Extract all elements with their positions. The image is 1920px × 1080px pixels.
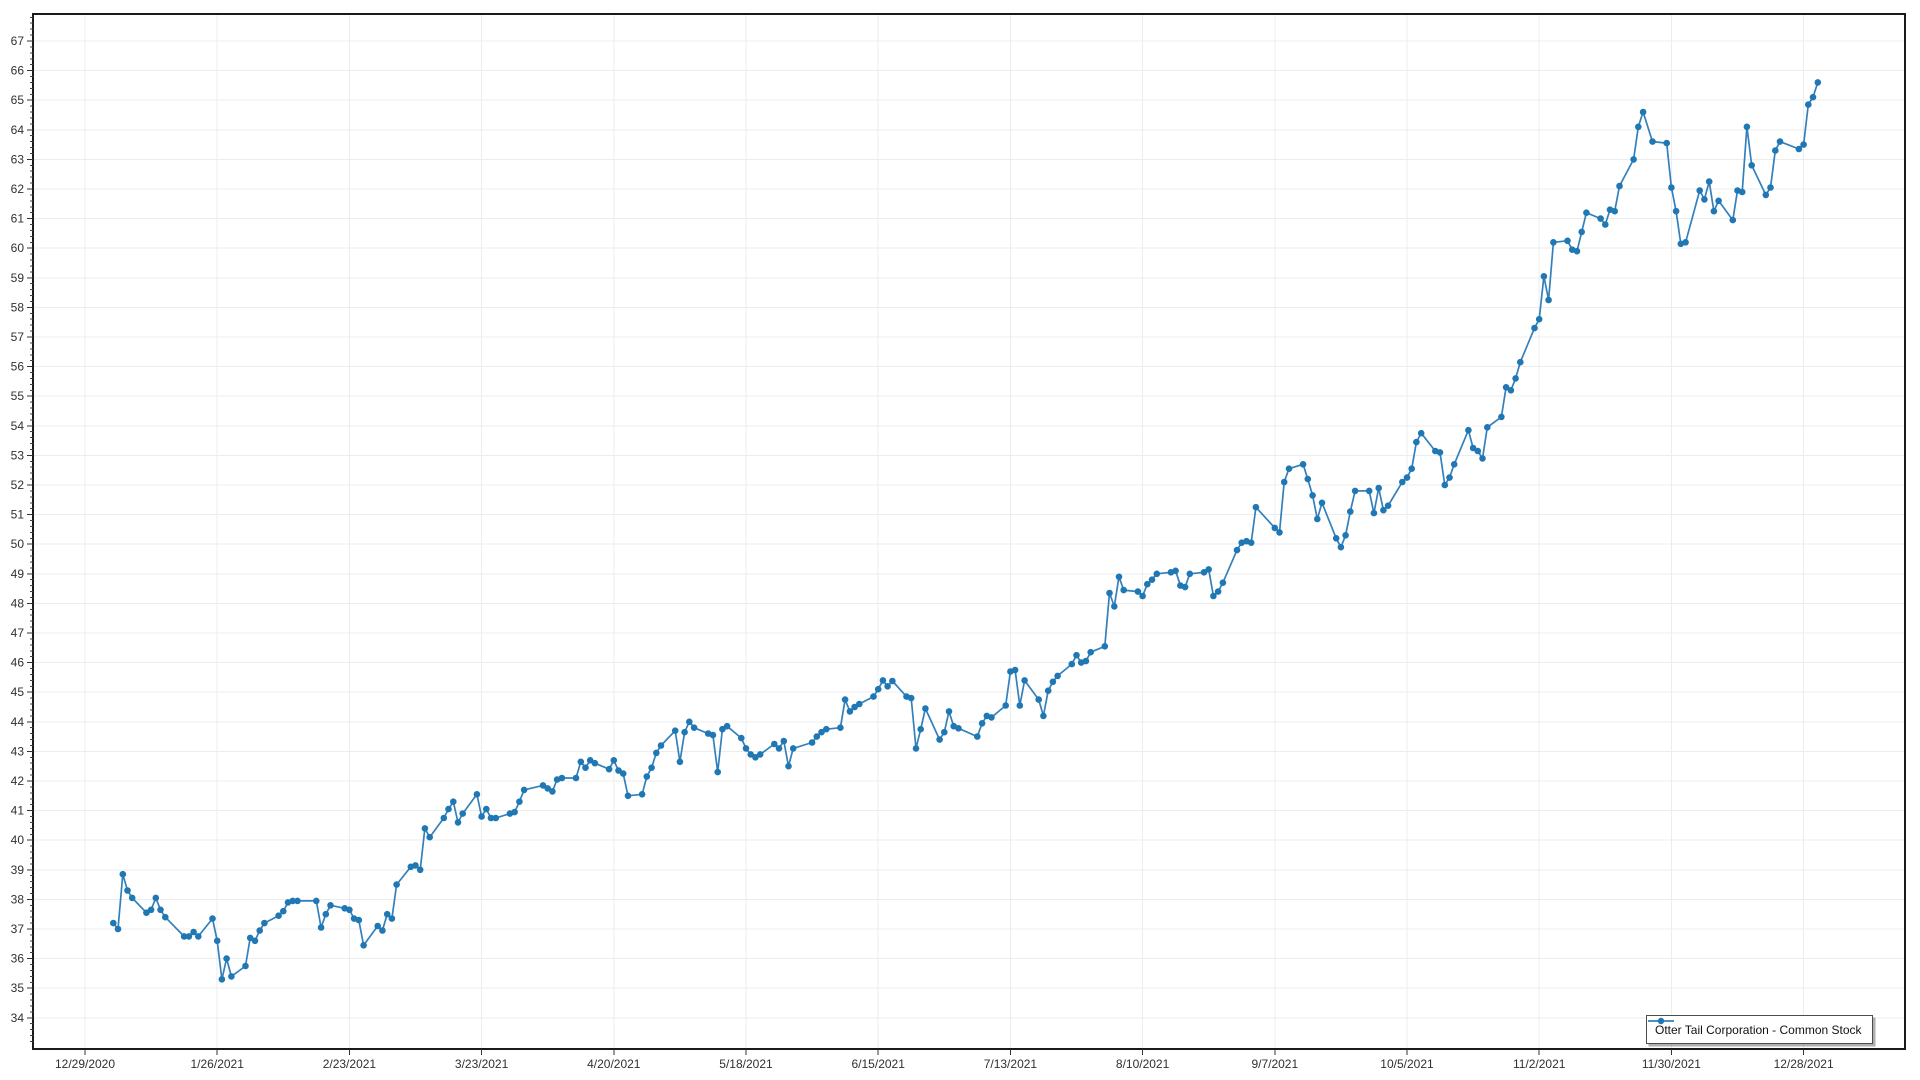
svg-text:58: 58 (11, 300, 25, 314)
y-axis-ticks (27, 40, 33, 1019)
svg-text:61: 61 (11, 212, 25, 226)
svg-text:60: 60 (11, 241, 25, 255)
svg-text:63: 63 (11, 152, 25, 166)
svg-text:59: 59 (11, 271, 25, 285)
svg-text:11/30/2021: 11/30/2021 (1642, 1057, 1701, 1071)
legend-series-icon (1648, 1017, 1674, 1025)
svg-text:51: 51 (11, 508, 25, 522)
svg-text:65: 65 (11, 93, 25, 107)
x-axis-labels: 12/29/2020 1/26/2021 2/23/2021 3/23/2021 4/2… (55, 1057, 1834, 1071)
svg-text:38: 38 (11, 892, 25, 906)
svg-text:36: 36 (11, 952, 25, 966)
svg-text:52: 52 (11, 478, 25, 492)
svg-text:43: 43 (11, 744, 25, 758)
svg-text:5/18/2021: 5/18/2021 (719, 1057, 773, 1071)
svg-text:57: 57 (11, 330, 25, 344)
svg-text:37: 37 (11, 922, 25, 936)
svg-text:49: 49 (11, 567, 25, 581)
svg-text:6/15/2021: 6/15/2021 (852, 1057, 906, 1071)
svg-text:12/28/2021: 12/28/2021 (1774, 1057, 1834, 1071)
svg-text:10/5/2021: 10/5/2021 (1380, 1057, 1434, 1071)
svg-text:50: 50 (11, 537, 25, 551)
svg-text:12/29/2020: 12/29/2020 (55, 1057, 115, 1071)
svg-text:3/23/2021: 3/23/2021 (455, 1057, 509, 1071)
svg-text:2/23/2021: 2/23/2021 (323, 1057, 377, 1071)
vertical-gridlines (84, 14, 1805, 1049)
svg-text:45: 45 (11, 685, 25, 699)
svg-text:62: 62 (11, 182, 25, 196)
svg-text:39: 39 (11, 863, 25, 877)
svg-text:9/7/2021: 9/7/2021 (1251, 1057, 1298, 1071)
svg-text:4/20/2021: 4/20/2021 (587, 1057, 641, 1071)
svg-text:8/10/2021: 8/10/2021 (1116, 1057, 1170, 1071)
horizontal-gridlines (33, 40, 1905, 1019)
svg-text:67: 67 (11, 34, 25, 48)
svg-text:54: 54 (11, 419, 25, 433)
price-line (112, 81, 1819, 981)
svg-text:56: 56 (11, 360, 25, 374)
legend: Otter Tail Corporation - Common Stock (1646, 1015, 1873, 1044)
svg-text:41: 41 (11, 804, 25, 818)
x-axis-ticks (84, 1049, 1805, 1055)
svg-text:7/13/2021: 7/13/2021 (984, 1057, 1038, 1071)
svg-text:48: 48 (11, 596, 25, 610)
svg-text:64: 64 (11, 123, 25, 137)
svg-text:35: 35 (11, 981, 25, 995)
y-axis-labels: 34 35 36 37 38 39 40 41 42 43 44 45 46 47 48 49 50 51 52 53… (11, 34, 25, 1025)
svg-text:34: 34 (11, 1011, 25, 1025)
svg-text:40: 40 (11, 833, 25, 847)
svg-text:53: 53 (11, 448, 25, 462)
svg-text:66: 66 (11, 64, 25, 78)
legend-series-label: Otter Tail Corporation - Common Stock (1655, 1022, 1862, 1037)
svg-text:46: 46 (11, 656, 25, 670)
svg-text:47: 47 (11, 626, 25, 640)
svg-text:55: 55 (11, 389, 25, 403)
svg-text:42: 42 (11, 774, 25, 788)
svg-text:1/26/2021: 1/26/2021 (191, 1057, 245, 1071)
svg-text:44: 44 (11, 715, 25, 729)
plot-area-border (32, 13, 1906, 1050)
y-axis-minor-ticks (30, 16, 33, 1042)
svg-text:11/2/2021: 11/2/2021 (1513, 1057, 1566, 1071)
price-markers (110, 79, 1822, 983)
